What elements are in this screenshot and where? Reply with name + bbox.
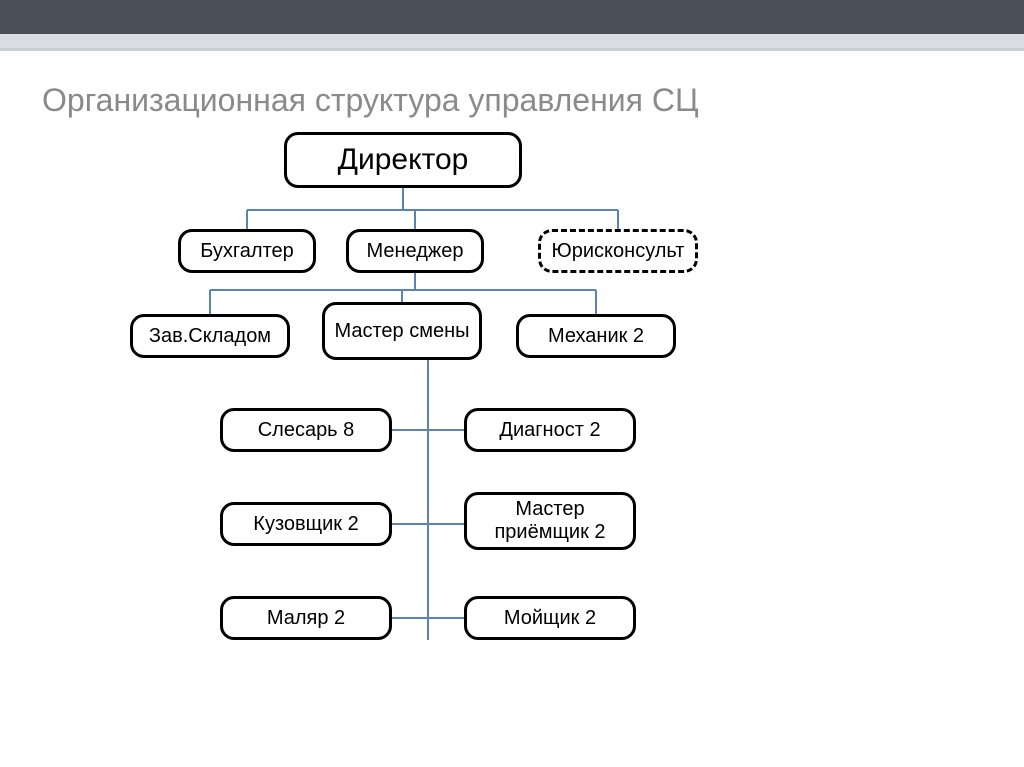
node-label: Юрисконсульт [552, 240, 685, 263]
node-label: Мойщик 2 [504, 607, 596, 630]
node-label: Механик 2 [548, 325, 644, 348]
node-fitter: Слесарь 8 [220, 408, 392, 452]
node-accountant: Бухгалтер [178, 229, 316, 273]
node-lawyer: Юрисконсульт [538, 229, 698, 273]
node-shiftmaster: Мастер смены [322, 302, 482, 360]
node-painter: Маляр 2 [220, 596, 392, 640]
node-label: Мастер приёмщик 2 [467, 498, 633, 544]
node-label: Кузовщик 2 [253, 513, 358, 536]
node-director: Директор [284, 132, 522, 188]
org-chart: Директор Бухгалтер Менеджер Юрисконсульт Зав… [0, 0, 1024, 767]
org-chart-edges [0, 0, 1024, 767]
node-bodyman: Кузовщик 2 [220, 502, 392, 546]
node-label: Маляр 2 [267, 607, 345, 630]
node-warehouse: Зав.Складом [130, 314, 290, 358]
node-label: Зав.Складом [149, 325, 271, 348]
node-label: Слесарь 8 [258, 419, 355, 442]
node-diagnost: Диагност 2 [464, 408, 636, 452]
node-mechanic: Механик 2 [516, 314, 676, 358]
node-label: Мастер смены [334, 320, 469, 343]
node-label: Диагност 2 [499, 419, 600, 442]
node-label: Бухгалтер [200, 240, 294, 263]
node-label: Директор [338, 143, 469, 178]
node-label: Менеджер [366, 240, 463, 263]
node-washer: Мойщик 2 [464, 596, 636, 640]
node-manager: Менеджер [346, 229, 484, 273]
node-receiver: Мастер приёмщик 2 [464, 492, 636, 550]
